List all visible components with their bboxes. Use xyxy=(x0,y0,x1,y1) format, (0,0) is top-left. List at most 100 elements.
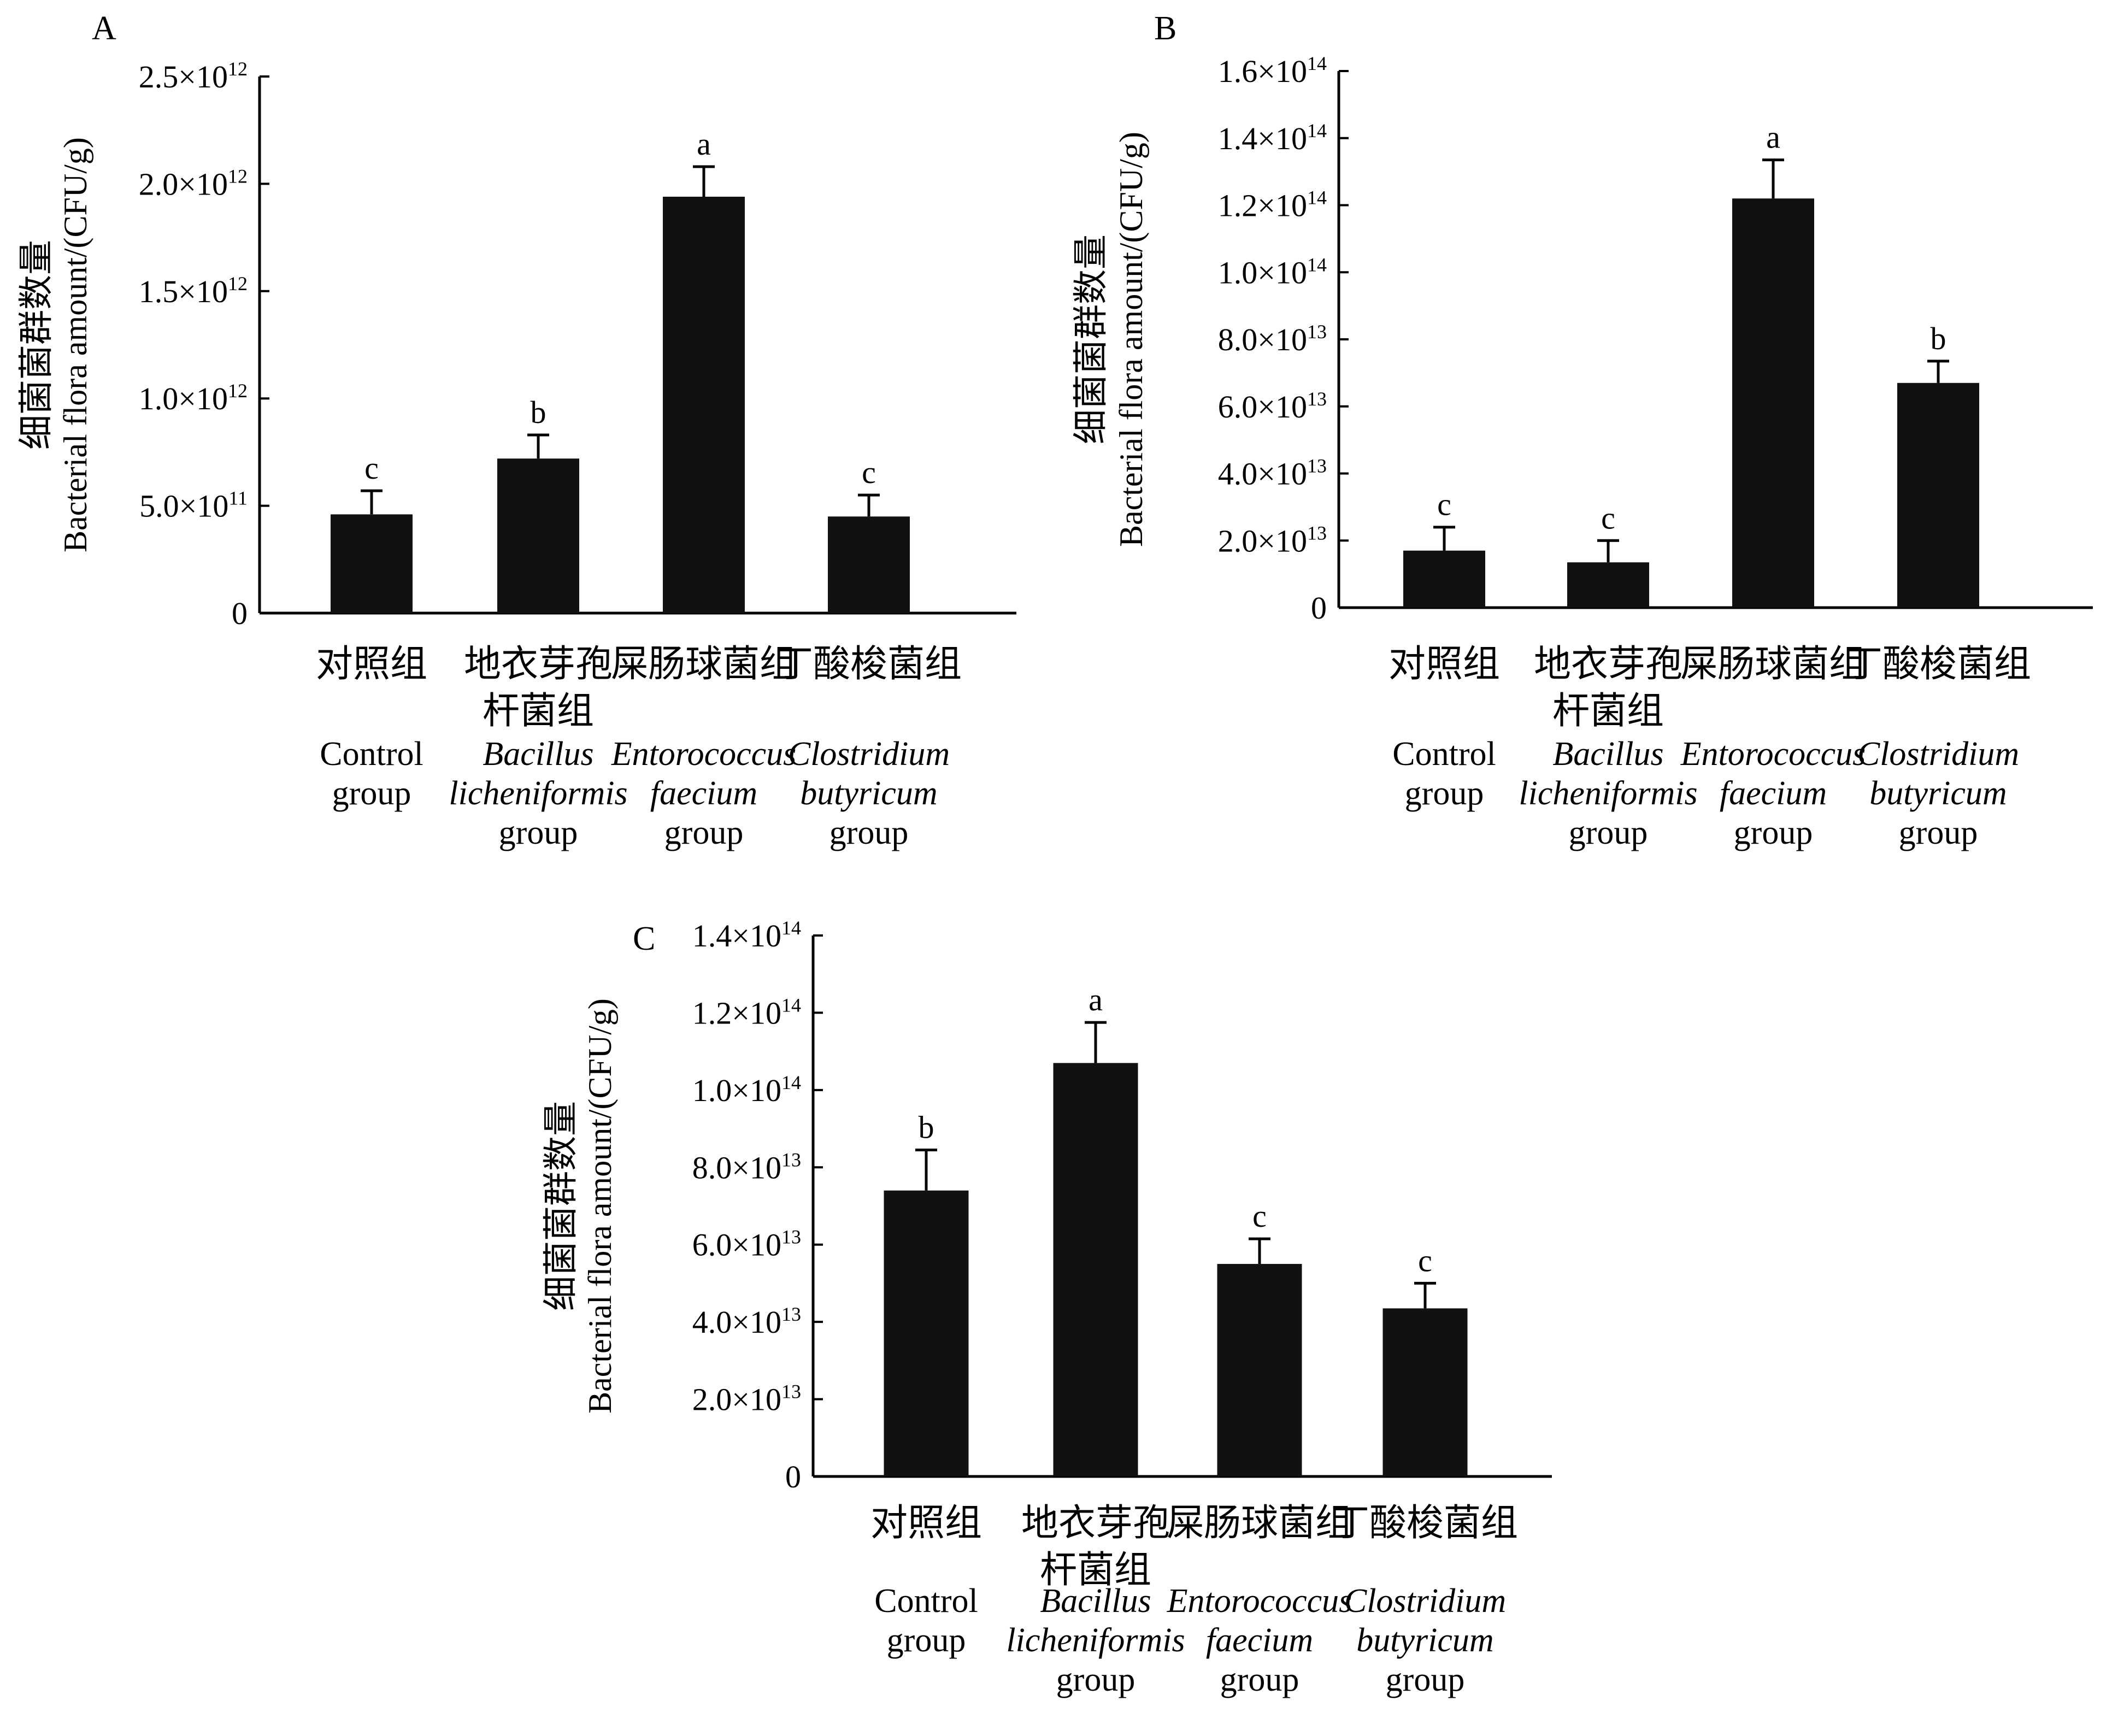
y-tick-label: 1.6×1014 xyxy=(1218,52,1327,89)
panel-label: B xyxy=(1154,10,1176,47)
y-tick-mantissa: 6.0×10 xyxy=(692,1227,781,1263)
y-tick-label: 2.0×1013 xyxy=(692,1381,801,1417)
significance-letter: a xyxy=(1766,120,1780,155)
y-tick-exponent: 13 xyxy=(781,1149,801,1170)
bar xyxy=(1567,562,1649,608)
x-category-label-en: Bacillus licheniformis group xyxy=(449,735,627,851)
x-category-label-en: Control group xyxy=(874,1582,978,1659)
y-tick-label: 4.0×1013 xyxy=(1218,455,1327,492)
y-tick-exponent: 13 xyxy=(1307,321,1327,343)
panel-b: 02.0×10134.0×10136.0×10138.0×10131.0×101… xyxy=(1072,10,2093,851)
y-tick-exponent: 14 xyxy=(781,1072,801,1093)
y-tick-label: 8.0×1013 xyxy=(1218,321,1327,357)
significance-letter: b xyxy=(531,395,546,430)
y-tick-mantissa: 0 xyxy=(232,596,248,631)
y-axis-title-cn: 细菌菌群数量 xyxy=(17,240,56,450)
y-axis-title-cn: 细菌菌群数量 xyxy=(542,1101,580,1311)
y-tick-mantissa: 1.2×10 xyxy=(1218,188,1307,223)
y-tick-mantissa: 8.0×10 xyxy=(1218,322,1307,357)
y-tick-mantissa: 2.0×10 xyxy=(692,1382,781,1417)
y-tick-exponent: 14 xyxy=(781,917,801,939)
y-tick-mantissa: 1.5×10 xyxy=(139,274,228,309)
y-tick-label: 2.0×1012 xyxy=(139,165,248,202)
y-tick-label: 6.0×1013 xyxy=(692,1226,801,1263)
x-category-label-cn: 地衣芽孢杆菌组 xyxy=(1021,1502,1170,1591)
y-tick-exponent: 14 xyxy=(1307,52,1327,74)
x-category-label-en: Entorococcus faecium group xyxy=(1167,1582,1352,1698)
y-tick-mantissa: 1.0×10 xyxy=(1218,255,1307,290)
y-tick-mantissa: 1.0×10 xyxy=(692,1073,781,1108)
bar xyxy=(1732,198,1814,608)
significance-letter: c xyxy=(1601,500,1615,535)
significance-letter: a xyxy=(1089,982,1103,1017)
y-tick-exponent: 14 xyxy=(781,994,801,1016)
significance-letter: b xyxy=(919,1109,934,1145)
x-category-label-en: Bacillus licheniformis group xyxy=(1519,735,1697,851)
y-tick-mantissa: 1.2×10 xyxy=(692,995,781,1031)
x-category-label-cn: 对照组 xyxy=(870,1502,982,1544)
y-tick-mantissa: 4.0×10 xyxy=(1218,456,1307,492)
y-tick-exponent: 11 xyxy=(228,487,248,509)
significance-letter: c xyxy=(1252,1198,1267,1234)
y-tick-label: 1.2×1014 xyxy=(1218,187,1327,223)
y-tick-label: 2.0×1013 xyxy=(1218,522,1327,558)
y-tick-label: 1.4×1014 xyxy=(1218,120,1327,156)
y-tick-label: 2.5×1012 xyxy=(139,58,248,95)
y-tick-label: 1.0×1014 xyxy=(692,1072,801,1108)
y-tick-label: 4.0×1013 xyxy=(692,1303,801,1340)
y-tick-mantissa: 0 xyxy=(1311,590,1327,626)
y-tick-exponent: 12 xyxy=(228,380,248,402)
bar xyxy=(663,196,745,613)
panel-label: C xyxy=(633,920,655,957)
significance-letter: a xyxy=(697,126,711,162)
x-category-label-cn: 对照组 xyxy=(1389,643,1500,685)
x-category-label-en: Clostridium butyricum group xyxy=(1857,735,2019,851)
y-tick-exponent: 13 xyxy=(1307,455,1327,477)
y-tick-mantissa: 1.4×10 xyxy=(692,918,781,954)
x-category-label-en: Clostridium butyricum group xyxy=(788,735,950,851)
y-tick-mantissa: 5.0×10 xyxy=(139,489,228,524)
y-tick-label: 1.4×1014 xyxy=(692,917,801,954)
y-tick-mantissa: 6.0×10 xyxy=(1218,389,1307,425)
y-axis-title-cn: 细菌菌群数量 xyxy=(1072,234,1110,444)
bar xyxy=(884,1190,969,1476)
bar xyxy=(1382,1308,1468,1476)
x-category-label-en: Entorococcus faecium group xyxy=(611,735,797,851)
y-tick-label: 8.0×1013 xyxy=(692,1149,801,1185)
y-tick-label: 1.0×1012 xyxy=(139,380,248,416)
y-tick-label: 0 xyxy=(785,1459,801,1494)
x-category-label-en: Entorococcus faecium group xyxy=(1680,735,1866,851)
bar xyxy=(497,458,579,613)
y-tick-label: 0 xyxy=(232,596,248,631)
y-tick-mantissa: 2.5×10 xyxy=(139,59,228,95)
y-tick-label: 1.0×1014 xyxy=(1218,254,1327,290)
bar xyxy=(1217,1264,1302,1476)
x-category-label-cn: 地衣芽孢杆菌组 xyxy=(1534,643,1682,732)
bar xyxy=(1053,1063,1138,1476)
y-tick-mantissa: 0 xyxy=(785,1459,801,1494)
y-tick-exponent: 12 xyxy=(228,58,248,80)
y-tick-mantissa: 4.0×10 xyxy=(692,1304,781,1340)
panel-label: A xyxy=(92,10,116,47)
y-axis-title-en: Bacterial flora amount/(CFU/g) xyxy=(582,998,618,1414)
y-tick-label: 1.2×1014 xyxy=(692,994,801,1031)
y-axis-title-en: Bacterial flora amount/(CFU/g) xyxy=(1113,132,1149,547)
y-tick-mantissa: 8.0×10 xyxy=(692,1150,781,1185)
y-axis-title-en: Bacterial flora amount/(CFU/g) xyxy=(57,137,93,552)
bar xyxy=(828,516,910,613)
y-tick-exponent: 12 xyxy=(228,165,248,187)
y-tick-label: 6.0×1013 xyxy=(1218,388,1327,425)
panel-c: 02.0×10134.0×10136.0×10138.0×10131.0×101… xyxy=(542,917,1552,1698)
significance-letter: c xyxy=(1418,1243,1432,1278)
x-category-label-cn: 丁酸梭菌组 xyxy=(1845,643,2031,685)
x-category-label-cn: 丁酸梭菌组 xyxy=(1332,1502,1518,1544)
significance-letter: c xyxy=(862,455,876,490)
y-tick-exponent: 14 xyxy=(1307,187,1327,209)
y-tick-exponent: 13 xyxy=(781,1226,801,1248)
y-tick-label: 5.0×1011 xyxy=(139,487,248,524)
y-tick-mantissa: 2.0×10 xyxy=(1218,523,1307,558)
y-tick-mantissa: 1.6×10 xyxy=(1218,54,1307,89)
y-tick-label: 0 xyxy=(1311,590,1327,626)
x-category-label-cn: 对照组 xyxy=(316,643,427,685)
